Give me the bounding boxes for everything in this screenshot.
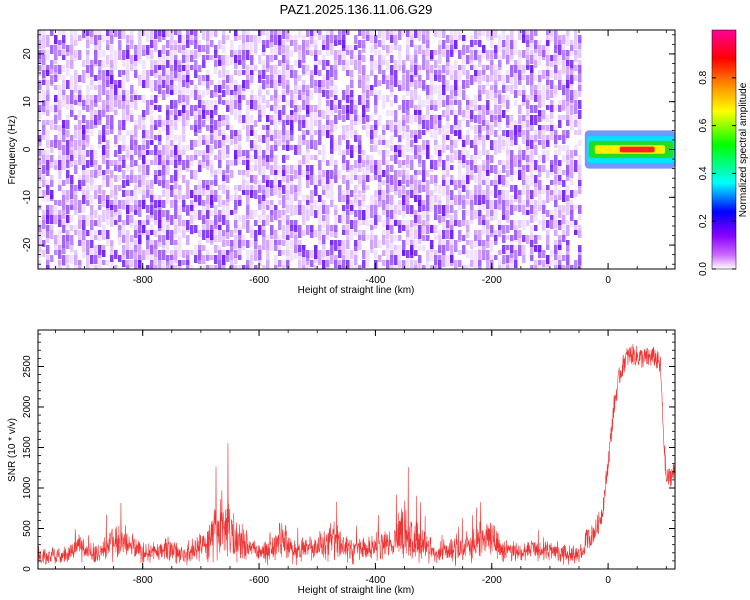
heatmap-cell-group xyxy=(46,30,578,269)
y-tick-label: 500 xyxy=(22,520,33,537)
snr-y-ticks: 0 500 1000 1500 2000 2500 xyxy=(22,333,675,572)
heatmap-panel: -800 -600 -400 -200 0 -20 -10 0 10 20 Height of … xyxy=(7,29,676,296)
heatmap-y-ticks: -20 -10 0 10 20 xyxy=(22,34,675,265)
x-tick-label: -200 xyxy=(482,275,502,286)
x-tick-label: -800 xyxy=(133,575,153,586)
x-tick-label: -400 xyxy=(365,275,385,286)
snr-panel: -800 -600 -400 -200 0 0 500 1000 1500 2000 2500 H… xyxy=(7,329,676,596)
colorbar-gradient xyxy=(711,29,737,270)
colorbar: 0.0 0.2 0.4 0.6 0.8 Normalized spectral ampl… xyxy=(698,29,749,276)
snr-frame xyxy=(37,329,676,570)
heatmap-cell-group xyxy=(38,30,582,269)
heatmap-x-ticks: -800 -600 -400 -200 0 xyxy=(55,30,667,286)
y-tick-label: 1500 xyxy=(22,436,33,459)
heatmap-y-label: Frequency (Hz) xyxy=(7,116,18,185)
snr-y-label: SNR (10 * v/v) xyxy=(7,418,18,482)
snr-x-ticks: -800 -600 -400 -200 0 xyxy=(55,330,667,586)
snr-series-line xyxy=(38,344,675,567)
y-tick-label: 10 xyxy=(22,96,33,108)
y-tick-label: 20 xyxy=(22,48,33,60)
x-tick-label: -400 xyxy=(365,575,385,586)
chart-title: PAZ1.2025.136.11.06.G29 xyxy=(280,2,433,17)
heatmap-noise-layer xyxy=(38,30,582,269)
colorbar-ticks: 0.0 0.2 0.4 0.6 0.8 xyxy=(698,70,736,276)
y-tick-label: -20 xyxy=(22,237,33,252)
x-tick-label: -600 xyxy=(249,275,269,286)
y-tick-label: 2000 xyxy=(22,395,33,418)
colorbar-tick-label: 0.0 xyxy=(698,262,709,276)
colorbar-tick-label: 0.4 xyxy=(698,166,709,180)
colorbar-label: Normalized spectral amplitude xyxy=(738,82,749,217)
x-tick-label: -800 xyxy=(133,275,153,286)
heatmap-x-label: Height of straight line (km) xyxy=(298,285,415,296)
y-tick-label: 1000 xyxy=(22,476,33,499)
colorbar-tick-label: 0.6 xyxy=(698,118,709,132)
y-tick-label: 2500 xyxy=(22,355,33,378)
x-tick-label: -600 xyxy=(249,575,269,586)
y-tick-label: 0 xyxy=(22,566,33,572)
x-tick-label: -200 xyxy=(482,575,502,586)
snr-x-label: Height of straight line (km) xyxy=(298,585,415,596)
x-tick-label: 0 xyxy=(605,575,611,586)
heatmap-signal-layer xyxy=(584,130,675,169)
signal-peak-band xyxy=(619,146,655,153)
y-tick-label: -10 xyxy=(22,190,33,205)
colorbar-tick-label: 0.2 xyxy=(698,214,709,228)
x-tick-label: 0 xyxy=(605,275,611,286)
y-tick-label: 0 xyxy=(22,146,33,152)
colorbar-tick-label: 0.8 xyxy=(698,70,709,84)
heatmap-cell-group xyxy=(38,30,582,269)
